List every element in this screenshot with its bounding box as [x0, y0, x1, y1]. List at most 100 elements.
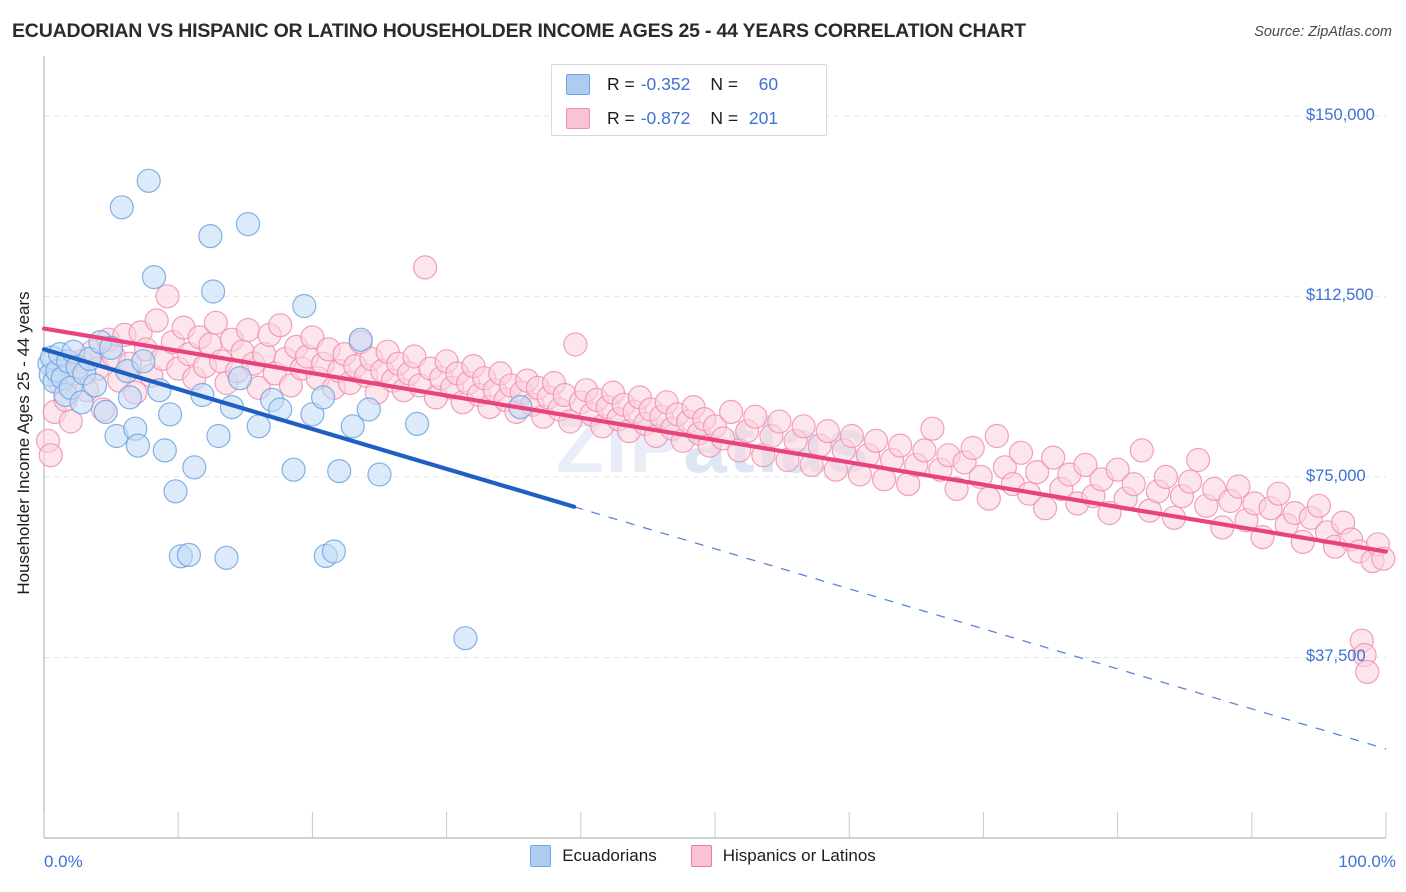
data-point — [227, 366, 252, 391]
data-point — [292, 293, 317, 319]
x-axis-min-label: 0.0% — [44, 852, 83, 871]
data-point — [413, 255, 438, 280]
data-point — [109, 195, 134, 220]
data-point — [888, 433, 913, 458]
data-point — [1202, 476, 1227, 501]
data-point — [1355, 659, 1380, 685]
data-point — [327, 459, 352, 484]
legend-row-ecuadorians: R = -0.352 N = 60 — [566, 70, 826, 99]
legend-n-value-ecuadorians: 60 — [758, 74, 779, 94]
series-points-hispanics-or-latinos — [35, 255, 1396, 685]
data-point — [984, 423, 1009, 449]
data-point — [268, 313, 293, 338]
data-point — [125, 433, 150, 458]
legend-n-label-ecuadorians: N = — [710, 74, 739, 94]
data-point — [1185, 447, 1211, 473]
data-point — [1177, 469, 1203, 494]
y-axis-tick-112500: $112,500 — [1306, 286, 1374, 305]
data-point — [402, 344, 427, 369]
data-point — [58, 409, 83, 434]
data-point — [743, 404, 768, 429]
data-point — [203, 310, 228, 335]
y-axis-tick-37500: $37,500 — [1306, 647, 1366, 666]
data-point — [1306, 493, 1332, 518]
data-point — [453, 626, 478, 651]
data-point — [976, 486, 1001, 511]
y-axis-tick-150000: $150,000 — [1306, 105, 1375, 124]
data-point — [863, 428, 889, 453]
data-point — [767, 409, 792, 434]
y-axis-tick-75000: $75,000 — [1306, 466, 1366, 485]
data-point — [1073, 452, 1098, 477]
data-point — [1266, 481, 1291, 506]
data-point — [69, 390, 94, 415]
data-point — [38, 443, 63, 468]
data-point — [214, 545, 239, 570]
legend-r-value-hispanics: -0.872 — [640, 108, 691, 128]
legend-n-label-hispanics: N = — [710, 108, 739, 128]
data-point — [152, 438, 177, 463]
data-point — [815, 419, 840, 444]
series-points-ecuadorians — [37, 168, 533, 651]
data-point — [206, 423, 231, 449]
data-point — [340, 414, 365, 439]
data-point — [246, 414, 271, 439]
legend-swatch-hispanics — [566, 108, 590, 129]
data-point — [281, 457, 306, 482]
data-point — [1121, 472, 1146, 497]
data-point — [82, 373, 108, 398]
legend-n-value-hispanics: 201 — [748, 108, 779, 128]
data-point — [920, 416, 945, 441]
data-point — [155, 284, 180, 309]
data-point — [141, 265, 167, 290]
data-point — [1032, 496, 1058, 521]
legend-row-hispanics: R = -0.872 N = 201 — [566, 104, 826, 133]
legend-r-label-ecuadorians: R = — [607, 74, 635, 94]
data-point — [912, 438, 937, 463]
data-point — [1129, 438, 1154, 463]
data-point — [131, 349, 156, 374]
data-point — [563, 332, 588, 357]
data-point — [791, 414, 816, 439]
data-point — [93, 399, 118, 424]
trendline-hispanics — [41, 326, 1389, 554]
page-title: ECUADORIAN VS HISPANIC OR LATINO HOUSEHO… — [12, 20, 1026, 42]
data-point — [1290, 529, 1315, 555]
source-attribution: Source: ZipAtlas.com — [1254, 24, 1392, 40]
data-point — [144, 308, 169, 333]
data-point — [839, 423, 865, 449]
trendline-ecuadorians — [41, 347, 577, 509]
data-point — [1153, 464, 1179, 489]
x-axis-max-label: 100.0% — [1338, 852, 1396, 871]
legend-swatch-ecuadorians — [566, 74, 590, 95]
data-point — [367, 462, 392, 487]
data-point — [311, 385, 336, 410]
data-point — [201, 279, 226, 304]
data-point — [321, 539, 346, 564]
data-point — [960, 435, 985, 461]
data-point — [718, 399, 744, 424]
data-point — [235, 212, 261, 237]
data-point — [348, 327, 373, 352]
data-point — [1371, 546, 1396, 571]
trendline-ecuadorians-extrapolated — [573, 506, 1387, 750]
data-point — [163, 479, 188, 504]
data-point — [117, 385, 142, 410]
data-point — [1105, 457, 1130, 482]
data-point — [1041, 445, 1066, 470]
data-point — [1024, 460, 1050, 485]
data-point — [405, 411, 430, 436]
data-point — [176, 542, 201, 568]
data-point — [1008, 440, 1034, 465]
data-point — [182, 455, 207, 480]
correlation-legend: R = -0.352 N = 60 R = -0.872 N = 201 — [551, 64, 827, 136]
data-point — [136, 168, 161, 193]
legend-r-label-hispanics: R = — [607, 108, 635, 128]
data-point — [356, 397, 381, 422]
data-point — [158, 402, 183, 427]
data-point — [235, 317, 261, 343]
data-point — [198, 224, 223, 249]
legend-r-value-ecuadorians: -0.352 — [640, 74, 691, 94]
data-point — [1226, 474, 1251, 499]
